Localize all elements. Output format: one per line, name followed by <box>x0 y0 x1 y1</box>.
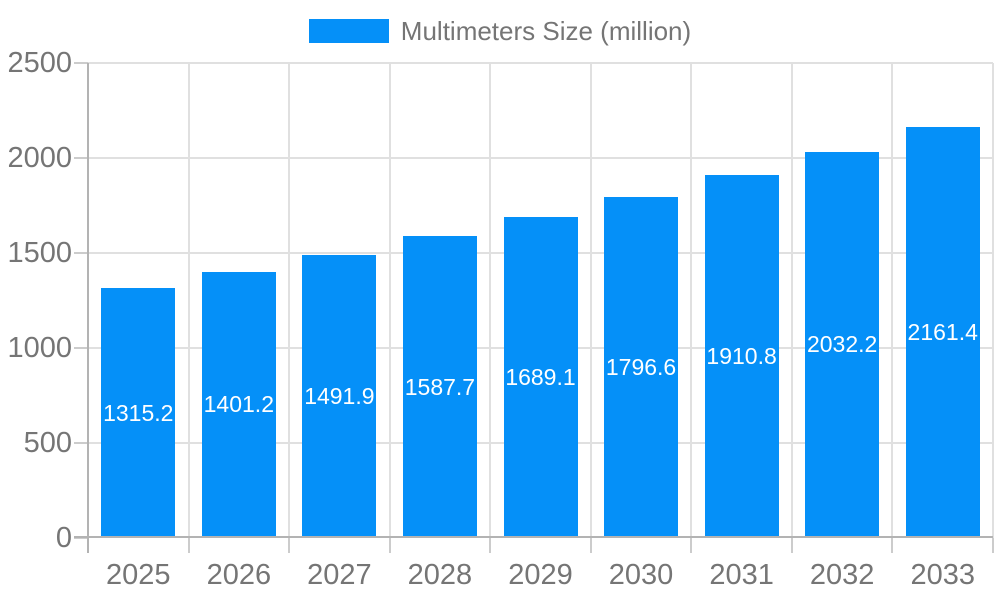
x-axis-label: 2029 <box>508 559 573 591</box>
x-axis-label: 2032 <box>809 559 875 591</box>
bar[interactable]: 1796.6 <box>604 196 679 538</box>
bar[interactable]: 2032.2 <box>805 151 880 538</box>
x-axis-label: 2028 <box>407 559 473 591</box>
y-axis-label: 2000 <box>7 142 72 174</box>
bar[interactable]: 1491.9 <box>302 254 377 538</box>
x-axis-tick <box>388 538 391 553</box>
y-axis-label: 1000 <box>7 332 72 364</box>
bar-value-label: 1491.9 <box>304 382 375 409</box>
vertical-gridline <box>187 63 190 538</box>
bar-value-label: 1796.6 <box>605 353 677 380</box>
x-axis-label: 2033 <box>910 559 975 591</box>
vertical-gridline <box>690 63 693 538</box>
y-axis-tick <box>74 442 88 444</box>
x-axis-label: 2026 <box>206 559 272 591</box>
y-axis-tick <box>74 252 88 254</box>
bar[interactable]: 1689.1 <box>503 217 578 538</box>
x-axis-tick <box>992 538 994 553</box>
y-axis-line <box>87 63 89 553</box>
y-axis-label: 0 <box>55 522 72 554</box>
x-axis-tick <box>891 538 894 553</box>
y-axis-label: 500 <box>23 427 72 459</box>
vertical-gridline <box>891 63 894 538</box>
plot-area: 1315.2 1401.2 1491.9 1587.7 1689.1 1796.6 1910… <box>74 62 994 553</box>
vertical-gridline <box>992 63 994 538</box>
x-axis-label: 2027 <box>307 559 372 591</box>
vertical-gridline <box>388 63 391 538</box>
x-axis-label: 2030 <box>608 559 674 591</box>
bar-value-label: 2161.4 <box>907 319 978 346</box>
y-axis-tick <box>74 62 88 64</box>
legend-swatch <box>308 19 389 43</box>
bar-value-label: 2032.2 <box>806 331 878 358</box>
bar[interactable]: 1315.2 <box>101 288 176 538</box>
vertical-gridline <box>589 63 592 538</box>
x-axis-tick <box>489 538 492 553</box>
bar[interactable]: 1910.8 <box>704 174 779 538</box>
bar-value-label: 1689.1 <box>505 364 576 391</box>
x-axis-label: 2031 <box>709 559 774 591</box>
x-axis-baseline <box>74 536 993 538</box>
x-axis-tick <box>790 538 793 553</box>
vertical-gridline <box>790 63 793 538</box>
horizontal-gridline <box>88 157 993 159</box>
y-axis-tick <box>74 157 88 159</box>
legend[interactable]: Multimeters Size (million) <box>0 14 1000 48</box>
bar-value-label: 1315.2 <box>103 399 174 426</box>
x-axis-tick <box>589 538 592 553</box>
x-axis-label: 2025 <box>106 559 171 591</box>
y-axis-label: 2500 <box>7 47 72 79</box>
bar[interactable]: 1587.7 <box>402 236 477 538</box>
y-axis-tick <box>74 347 88 349</box>
legend-label: Multimeters Size (million) <box>400 15 692 46</box>
y-axis-label: 1500 <box>7 237 72 269</box>
bar-value-label: 1910.8 <box>706 342 777 369</box>
horizontal-gridline <box>88 62 993 64</box>
vertical-gridline <box>288 63 291 538</box>
bar[interactable]: 2161.4 <box>905 127 980 538</box>
x-axis-tick <box>187 538 190 553</box>
vertical-gridline <box>489 63 492 538</box>
y-axis-tick <box>74 537 88 539</box>
x-axis-tick <box>690 538 693 553</box>
x-axis-tick <box>288 538 291 553</box>
bar-value-label: 1587.7 <box>404 373 476 400</box>
bar[interactable]: 1401.2 <box>201 271 276 538</box>
bar-value-label: 1401.2 <box>203 391 274 418</box>
